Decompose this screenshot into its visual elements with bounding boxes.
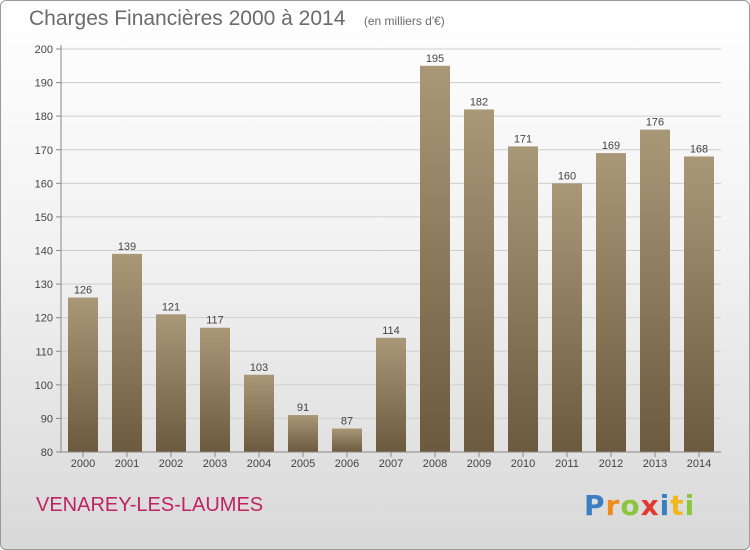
commune-name: VENAREY-LES-LAUMES <box>36 494 264 516</box>
bar <box>376 337 406 452</box>
bar <box>420 65 450 453</box>
logo-letter: r <box>605 489 621 522</box>
bar <box>640 129 670 452</box>
value-label: 103 <box>250 362 268 374</box>
x-tick-label: 2010 <box>511 458 535 470</box>
y-tick-label: 190 <box>35 78 53 90</box>
value-label: 182 <box>470 96 488 108</box>
x-tick-label: 2007 <box>379 458 403 470</box>
bar <box>244 374 274 452</box>
bar <box>68 297 98 452</box>
bar <box>684 156 714 452</box>
value-label: 176 <box>646 117 664 129</box>
proxiti-logo[interactable]: Proxiti <box>584 489 695 522</box>
bar <box>288 415 318 452</box>
value-label: 171 <box>514 133 532 145</box>
bars <box>68 65 714 453</box>
logo-letter: o <box>620 489 641 522</box>
y-tick-label: 180 <box>35 111 53 123</box>
title-row: Charges Financières 2000 à 2014 (en mill… <box>29 7 445 31</box>
y-tick-label: 200 <box>35 44 53 56</box>
chart-title: Charges Financières 2000 à 2014 <box>29 7 346 30</box>
bar <box>596 153 626 452</box>
y-tick-label: 80 <box>41 447 53 459</box>
y-tick-label: 170 <box>35 145 53 157</box>
value-label: 121 <box>162 301 180 313</box>
y-tick-label: 150 <box>35 212 53 224</box>
chart-subtitle: (en milliers d'€) <box>363 14 445 28</box>
y-tick-label: 110 <box>35 346 53 358</box>
value-label: 117 <box>206 315 224 327</box>
bar <box>508 146 538 452</box>
x-tick-label: 2008 <box>423 458 447 470</box>
bar <box>156 314 186 452</box>
logo-letter: x <box>640 489 660 522</box>
y-tick-label: 120 <box>35 313 53 325</box>
value-label: 87 <box>341 415 353 427</box>
labels: 126 2000 139 2001 121 2002 117 2003 103 2004 91 200… <box>71 53 711 470</box>
x-tick-label: 2004 <box>247 458 271 470</box>
x-tick-label: 2003 <box>203 458 227 470</box>
bar <box>332 428 362 452</box>
bar <box>112 253 142 452</box>
logo-letter: i <box>684 489 696 522</box>
x-tick-label: 2012 <box>599 458 623 470</box>
x-tick-label: 2006 <box>335 458 359 470</box>
value-label: 169 <box>602 140 620 152</box>
logo-letter: P <box>584 489 606 522</box>
y-tick-label: 130 <box>35 279 53 291</box>
y-tick-label: 140 <box>35 246 53 258</box>
value-label: 114 <box>382 325 400 337</box>
value-label: 139 <box>118 241 136 253</box>
x-tick-label: 2000 <box>71 458 95 470</box>
x-tick-label: 2005 <box>291 458 315 470</box>
bar <box>200 327 230 452</box>
x-tick-label: 2009 <box>467 458 491 470</box>
value-label: 126 <box>74 285 92 297</box>
x-tick-label: 2002 <box>159 458 183 470</box>
x-tick-label: 2001 <box>115 458 139 470</box>
bar <box>552 183 582 453</box>
y-tick-label: 100 <box>35 380 53 392</box>
x-tick-label: 2014 <box>687 458 711 470</box>
logo-letter: t <box>670 489 685 522</box>
bar <box>464 109 494 452</box>
x-tick-label: 2013 <box>643 458 667 470</box>
x-tick-label: 2011 <box>555 458 579 470</box>
value-label: 91 <box>297 402 309 414</box>
y-tick-label: 160 <box>35 178 53 190</box>
value-label: 195 <box>426 53 444 65</box>
value-label: 168 <box>690 143 708 155</box>
y-tick-label: 90 <box>41 413 53 425</box>
logo-letter: i <box>659 489 671 522</box>
value-label: 160 <box>558 170 576 182</box>
axes: 80 90 100 110 120 130 140 150 160 170 180 190 200 <box>35 44 721 459</box>
